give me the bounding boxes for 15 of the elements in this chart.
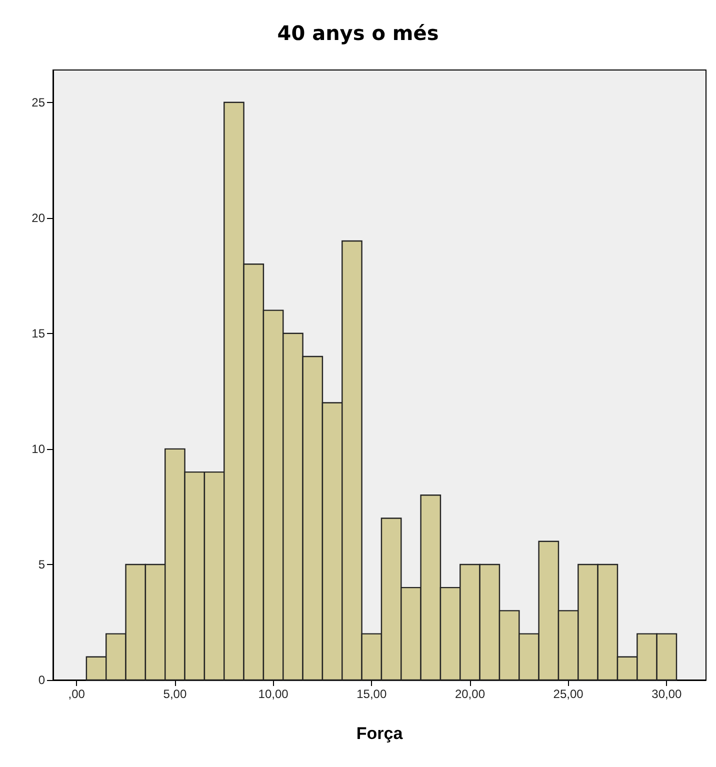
x-axis-title: Força — [356, 724, 404, 743]
y-tick-label: 20 — [32, 210, 46, 225]
chart-title: 40 anys o més — [277, 21, 439, 45]
x-tick-label: ,00 — [68, 687, 86, 701]
x-tick-label: 30,00 — [652, 687, 682, 701]
y-tick-label: 10 — [32, 442, 46, 456]
y-tick-label: 25 — [32, 95, 46, 110]
y-tick-label: 0 — [38, 673, 46, 687]
x-tick-label: 20,00 — [454, 687, 486, 701]
x-tick-label: 15,00 — [356, 687, 387, 701]
y-tick-label: 15 — [32, 326, 46, 340]
y-tick-label: 5 — [38, 557, 46, 572]
x-tick-label: 5,00 — [163, 687, 187, 701]
x-tick-label: 10,00 — [258, 687, 289, 701]
x-tick-label: 25,00 — [553, 687, 584, 701]
